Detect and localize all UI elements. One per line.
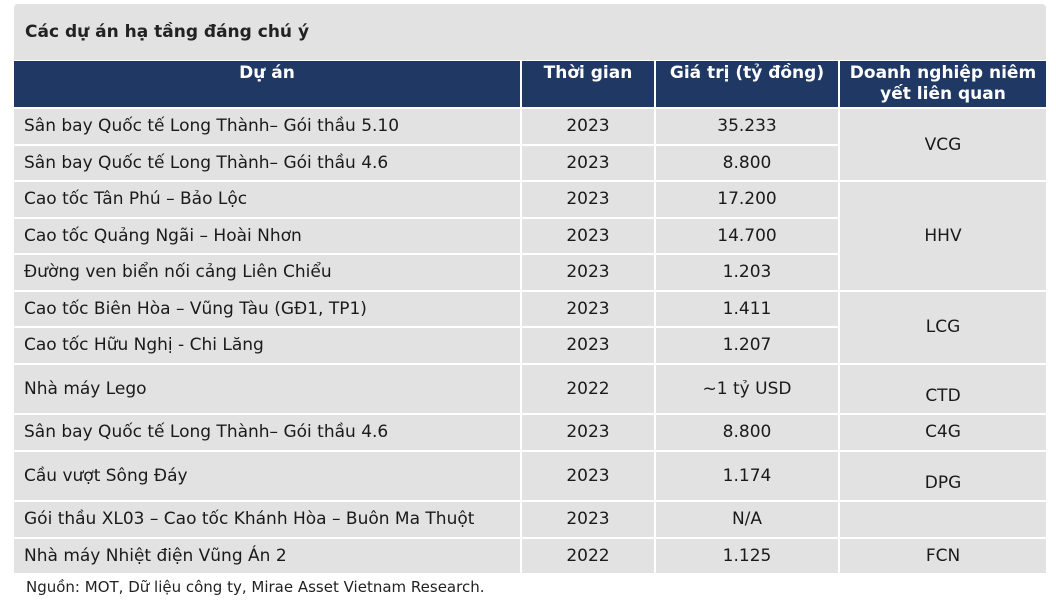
year-cell: 2023 <box>520 289 655 327</box>
table-row: Gói thầu XL03 – Cao tốc Khánh Hòa – Buôn… <box>14 500 1046 538</box>
table-row: Cao tốc Tân Phú – Bảo Lộc 2023 17.200 HH… <box>14 180 1046 291</box>
company-cell-empty <box>838 500 1046 538</box>
project-cell: Cao tốc Quảng Ngãi – Hoài Nhơn <box>14 216 521 254</box>
value-cell: 35.233 <box>654 107 839 145</box>
table-row: Cao tốc Quảng Ngãi – Hoài Nhơn 2023 14.7… <box>14 216 1046 254</box>
project-cell: Cao tốc Biên Hòa – Vũng Tàu (GĐ1, TP1) <box>14 289 521 327</box>
value-cell: N/A <box>654 500 839 538</box>
value-cell: 14.700 <box>654 216 839 254</box>
project-cell: Sân bay Quốc tế Long Thành– Gói thầu 5.1… <box>14 107 521 145</box>
table-row: Cầu vượt Sông Đáy 2023 1.174 DPG <box>14 449 1046 501</box>
company-cell: VCG <box>838 107 1046 181</box>
company-cell: CTD <box>838 362 1046 414</box>
table-row: Nhà máy Nhiệt điện Vũng Án 2 2022 1.125 … <box>14 536 1046 573</box>
table-row: Đường ven biển nối cảng Liên Chiểu 2023 … <box>14 253 1046 291</box>
table-row: Nhà máy Lego 2022 ~1 tỷ USD CTD <box>14 362 1046 414</box>
value-cell: 17.200 <box>654 180 839 218</box>
project-cell: Gói thầu XL03 – Cao tốc Khánh Hòa – Buôn… <box>14 500 521 538</box>
header-row: Dự án Thời gian Giá trị (tỷ đồng) Doanh … <box>14 61 1046 108</box>
company-cell: C4G <box>838 413 1046 451</box>
header-time: Thời gian <box>520 61 655 108</box>
value-cell: 1.203 <box>654 253 839 291</box>
year-cell: 2023 <box>520 143 655 181</box>
table-row: Sân bay Quốc tế Long Thành– Gói thầu 4.6… <box>14 413 1046 451</box>
table-row: Sân bay Quốc tế Long Thành– Gói thầu 4.6… <box>14 143 1046 181</box>
project-cell: Sân bay Quốc tế Long Thành– Gói thầu 4.6 <box>14 413 521 451</box>
project-cell: Nhà máy Nhiệt điện Vũng Án 2 <box>14 536 521 573</box>
value-cell: 8.800 <box>654 413 839 451</box>
project-cell: Cao tốc Tân Phú – Bảo Lộc <box>14 180 521 218</box>
projects-table: Dự án Thời gian Giá trị (tỷ đồng) Doanh … <box>14 61 1046 573</box>
header-project: Dự án <box>14 61 521 108</box>
project-cell: Sân bay Quốc tế Long Thành– Gói thầu 4.6 <box>14 143 521 181</box>
header-value: Giá trị (tỷ đồng) <box>654 61 839 108</box>
project-cell: Đường ven biển nối cảng Liên Chiểu <box>14 253 521 291</box>
table-row: Cao tốc Hữu Nghị - Chi Lăng 2023 1.207 <box>14 326 1046 364</box>
company-cell: LCG <box>838 289 1046 364</box>
table-row: Sân bay Quốc tế Long Thành– Gói thầu 5.1… <box>14 107 1046 181</box>
source-note: Nguồn: MOT, Dữ liệu công ty, Mirae Asset… <box>26 578 485 596</box>
company-cell: DPG <box>838 449 1046 501</box>
value-cell: ~1 tỷ USD <box>654 362 839 414</box>
year-cell: 2023 <box>520 107 655 145</box>
year-cell: 2023 <box>520 326 655 364</box>
year-cell: 2023 <box>520 216 655 254</box>
value-cell: 1.125 <box>654 536 839 573</box>
year-cell: 2023 <box>520 413 655 451</box>
header-company: Doanh nghiệp niêm yết liên quan <box>838 61 1046 108</box>
table-title-bar: Các dự án hạ tầng đáng chú ý <box>14 4 1046 60</box>
value-cell: 1.207 <box>654 326 839 364</box>
year-cell: 2023 <box>520 500 655 538</box>
table-row: Cao tốc Biên Hòa – Vũng Tàu (GĐ1, TP1) 2… <box>14 289 1046 364</box>
value-cell: 1.411 <box>654 289 839 327</box>
year-cell: 2023 <box>520 180 655 218</box>
value-cell: 8.800 <box>654 143 839 181</box>
project-cell: Nhà máy Lego <box>14 362 521 414</box>
year-cell: 2022 <box>520 536 655 573</box>
table-title: Các dự án hạ tầng đáng chú ý <box>25 22 310 42</box>
year-cell: 2023 <box>520 449 655 501</box>
value-cell: 1.174 <box>654 449 839 501</box>
year-cell: 2023 <box>520 253 655 291</box>
company-cell: HHV <box>838 180 1046 291</box>
project-cell: Cầu vượt Sông Đáy <box>14 449 521 501</box>
project-cell: Cao tốc Hữu Nghị - Chi Lăng <box>14 326 521 364</box>
year-cell: 2022 <box>520 362 655 414</box>
company-cell: FCN <box>838 536 1046 573</box>
